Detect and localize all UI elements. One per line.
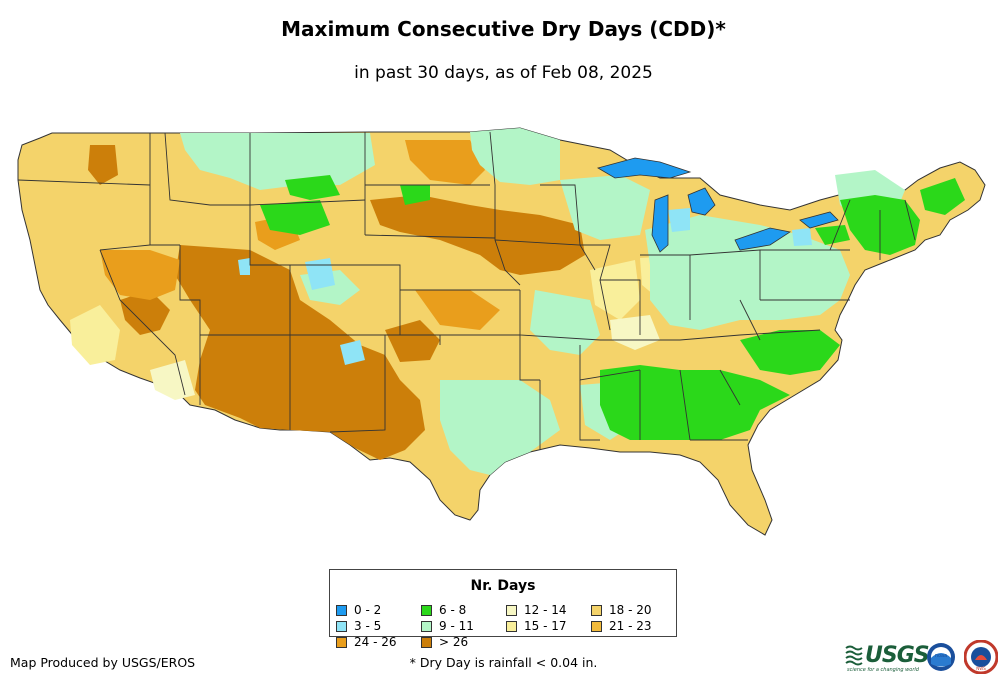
- legend-label: > 26: [439, 635, 469, 649]
- zone-6-8: [260, 175, 965, 440]
- legend-label: 18 - 20: [609, 603, 652, 617]
- legend-label: 3 - 5: [354, 619, 382, 633]
- map-credit: Map Produced by USGS/EROS: [10, 655, 196, 670]
- legend-swatch: [506, 620, 517, 632]
- legend-swatch: [421, 604, 432, 616]
- legend-item: 21 - 23: [591, 619, 676, 633]
- legend-swatch: [421, 620, 432, 632]
- noaa-text: noaa: [935, 653, 947, 659]
- legend-label: 21 - 23: [609, 619, 652, 633]
- noaa-logo[interactable]: noaa: [926, 642, 956, 672]
- legend-swatch: [336, 604, 347, 616]
- legend-swatch: [421, 636, 432, 648]
- map-subtitle: in past 30 days, as of Feb 08, 2025: [354, 63, 653, 83]
- legend-label: 15 - 17: [524, 619, 567, 633]
- usgs-wave-icon: [845, 645, 863, 666]
- zone-3-5: [238, 208, 812, 365]
- nws-text: NWS: [976, 666, 986, 671]
- legend-label: 12 - 14: [524, 603, 567, 617]
- state-borders: [17, 131, 916, 450]
- map-title: Maximum Consecutive Dry Days (CDD)*: [281, 17, 726, 41]
- legend-swatch: [591, 604, 602, 616]
- legend-item: 6 - 8: [421, 603, 506, 617]
- usgs-tagline: science for a changing world: [847, 667, 919, 673]
- legend-item: > 26: [421, 635, 506, 649]
- legend-swatch: [506, 604, 517, 616]
- usgs-logo[interactable]: USGS: [845, 642, 930, 668]
- great-lakes: [596, 157, 839, 253]
- legend-item: 15 - 17: [506, 619, 591, 633]
- legend-item: 18 - 20: [591, 603, 676, 617]
- legend-item: 9 - 11: [421, 619, 506, 633]
- legend-item: 0 - 2: [336, 603, 421, 617]
- legend-label: 24 - 26: [354, 635, 397, 649]
- usgs-wordmark: USGS: [865, 642, 930, 668]
- legend-label: 9 - 11: [439, 619, 474, 633]
- legend-label: 0 - 2: [354, 603, 382, 617]
- legend-swatch: [336, 620, 347, 632]
- legend-label: 6 - 8: [439, 603, 467, 617]
- legend-item: 24 - 26: [336, 635, 421, 649]
- legend-item: 3 - 5: [336, 619, 421, 633]
- legend-swatch: [591, 620, 602, 632]
- zone-gt26: [88, 145, 585, 460]
- legend: Nr. Days 0 - 2 6 - 8 12 - 14 18 - 20 3 - 5 9 …: [329, 569, 677, 649]
- legend-grid: 0 - 2 6 - 8 12 - 14 18 - 20 3 - 5 9 - 11 15 - …: [336, 603, 676, 649]
- dry-day-footnote: * Dry Day is rainfall < 0.04 in.: [409, 655, 598, 670]
- legend-swatch: [336, 636, 347, 648]
- legend-title: Nr. Days: [470, 578, 536, 594]
- nws-logo[interactable]: NWS: [964, 640, 998, 674]
- legend-item: 12 - 14: [506, 603, 591, 617]
